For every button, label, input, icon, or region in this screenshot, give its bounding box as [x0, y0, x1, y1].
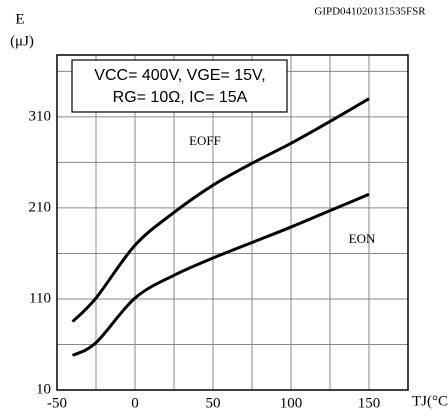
figure-code: GIPD041020131535FSR — [314, 6, 426, 18]
annotation: VCC= 400V, VGE= 15V, — [94, 67, 265, 84]
plot-frame — [56, 54, 409, 391]
x-tick-label: 50 — [206, 395, 221, 411]
y-tick-label: 210 — [29, 199, 52, 215]
y-tick-label: 310 — [29, 108, 52, 124]
x-tick-label: 150 — [358, 395, 381, 411]
series-line — [71, 192, 370, 357]
series-label: EON — [349, 231, 376, 246]
x-tick-label: 0 — [131, 395, 139, 411]
x-tick-label: 100 — [280, 395, 303, 411]
y-unit: (μJ) — [10, 33, 34, 49]
series-line — [71, 97, 370, 323]
x-tick-label: -50 — [47, 395, 67, 411]
annotation: RG= 10Ω, IC= 15A — [113, 89, 248, 106]
y-tick-label: 110 — [29, 290, 51, 306]
y-tick-label: 10 — [36, 381, 51, 397]
x-label: TJ(°C) — [412, 393, 448, 409]
annotation-box — [71, 59, 288, 113]
series-label: EOFF — [189, 133, 221, 148]
y-label: E — [15, 11, 24, 27]
